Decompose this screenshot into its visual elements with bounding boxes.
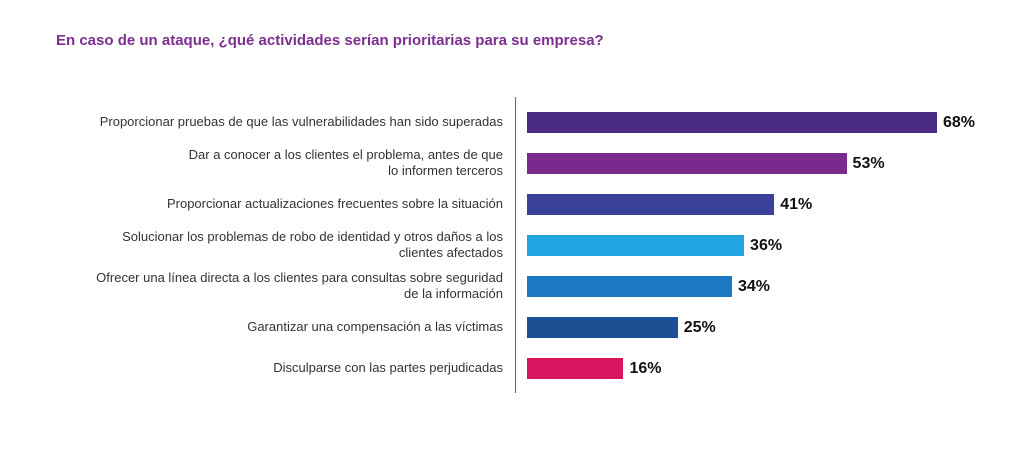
category-label: Ofrecer una línea directa a los clientes… [96,270,503,301]
bar [527,275,732,297]
category-label: Proporcionar pruebas de que las vulnerab… [99,114,503,129]
category-label: Disculparse con las partes perjudicadas [273,360,503,375]
category-label: Solucionar los problemas de robo de iden… [122,229,503,260]
category-label: Proporcionar actualizaciones frecuentes … [166,196,503,211]
value-label: 36% [750,237,783,254]
value-label: 53% [852,155,885,172]
bar [527,152,847,174]
category-axis [515,97,516,393]
bar [527,193,775,215]
bar [527,357,624,379]
value-label: 41% [780,196,813,213]
bar [527,316,678,338]
bar [527,234,745,256]
value-label: 68% [943,114,976,131]
category-label: Garantizar una compensación a las víctim… [247,319,503,334]
value-label: 16% [629,360,662,377]
value-label: 34% [738,278,771,295]
category-label: Dar a conocer a los clientes el problema… [188,147,503,178]
chart-title: En caso de un ataque, ¿qué actividades s… [56,32,604,49]
value-label: 25% [683,319,716,336]
bar [527,111,937,133]
